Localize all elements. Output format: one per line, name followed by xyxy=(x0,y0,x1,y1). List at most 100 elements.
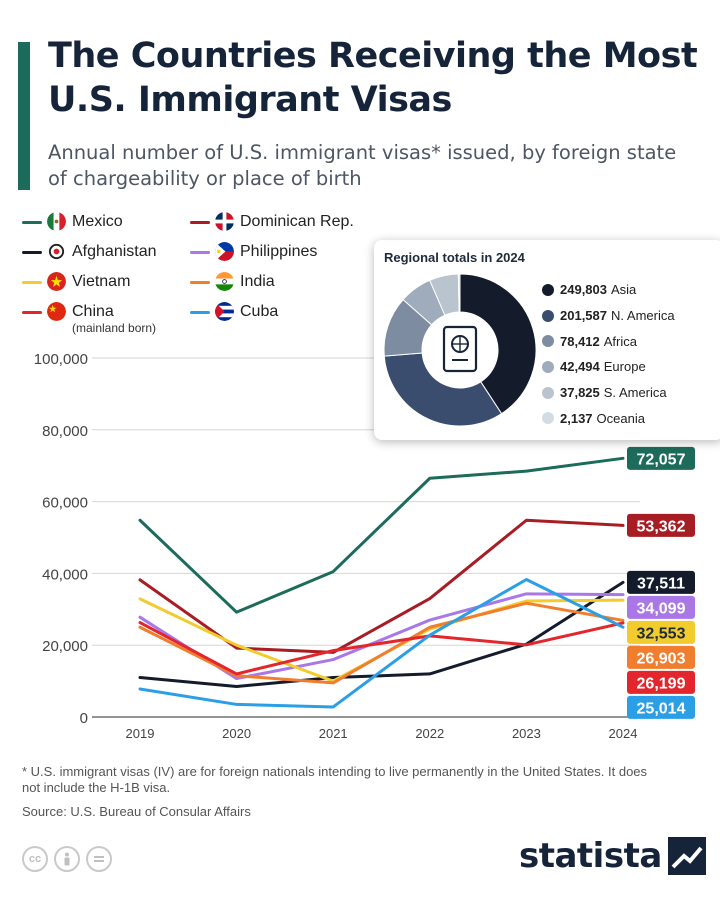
region-color-dot xyxy=(542,309,554,322)
legend-swatch xyxy=(190,251,210,254)
legend-label-text: Mexico xyxy=(72,213,123,230)
legend-swatch xyxy=(22,311,42,314)
legend-label: China (mainland born) xyxy=(72,302,156,335)
statista-logo-icon xyxy=(667,837,706,875)
legend-label: Cuba xyxy=(240,302,278,322)
series-line-china xyxy=(138,621,625,676)
region-value: 2,137 xyxy=(560,410,593,426)
legend-swatch xyxy=(190,311,210,314)
region-name: Africa xyxy=(603,333,637,349)
regional-totals-list: 249,803 Asia 201,587 N. America 78,412 Africa… xyxy=(542,277,675,431)
region-name: Asia xyxy=(611,282,637,298)
end-value-label: 37,511 xyxy=(627,570,695,594)
region-color-dot xyxy=(542,335,554,348)
region-color-dot xyxy=(542,283,554,296)
china-flag-icon xyxy=(47,302,66,321)
regional-total-item: 78,412 Africa xyxy=(542,328,675,354)
legend-swatch xyxy=(22,281,42,284)
title-accent-bar xyxy=(18,42,30,190)
page-title: The Countries Receiving the Most U.S. Im… xyxy=(48,36,698,120)
vietnam-flag-icon xyxy=(47,272,66,291)
legend-label-text: Dominican Rep. xyxy=(240,213,354,230)
license-icons: cc xyxy=(22,846,112,872)
end-value-text: 53,362 xyxy=(637,518,686,535)
x-tick-label: 2024 xyxy=(609,726,638,740)
regional-totals-panel: Regional totals in 2024 249,803 Asia 201,5… xyxy=(374,240,720,440)
legend-item-india: India xyxy=(190,272,275,292)
mexico-flag-icon xyxy=(47,212,66,231)
series-line-india xyxy=(138,601,625,685)
legend-item-vietnam: Vietnam xyxy=(22,272,130,292)
attribution-icon xyxy=(54,846,80,872)
end-value-badge xyxy=(627,645,695,669)
legend-swatch xyxy=(22,221,42,224)
region-name: Oceania xyxy=(596,410,645,426)
legend-label: Afghanistan xyxy=(72,242,157,262)
y-tick-label: 100,000 xyxy=(34,351,88,368)
y-tick-label: 0 xyxy=(80,710,88,727)
legend-swatch xyxy=(22,251,42,254)
cc-icon: cc xyxy=(22,846,48,872)
end-value-label: 32,553 xyxy=(627,620,695,644)
passport-icon xyxy=(424,314,496,386)
legend-label-text: India xyxy=(240,273,275,290)
cuba-flag-icon xyxy=(215,302,234,321)
regional-total-item: 42,494 Europe xyxy=(542,354,675,380)
brand-wordmark: statista xyxy=(519,836,662,876)
regional-donut-chart xyxy=(383,273,537,427)
regional-total-item: 37,825 S. America xyxy=(542,380,675,406)
statista-logo[interactable]: statista xyxy=(519,836,706,876)
donut-slice-oceania xyxy=(457,273,461,313)
regional-total-item: 2,137 Oceania xyxy=(542,405,675,431)
end-value-text: 72,057 xyxy=(637,451,686,468)
legend-label-text: Philippines xyxy=(240,243,318,260)
page-subtitle: Annual number of U.S. immigrant visas* i… xyxy=(48,141,677,190)
end-value-text: 32,553 xyxy=(637,625,686,642)
end-value-text: 25,014 xyxy=(637,700,686,717)
legend-label: Vietnam xyxy=(72,272,130,292)
y-tick-label: 80,000 xyxy=(42,423,88,440)
legend-item-mexico: Mexico xyxy=(22,212,123,232)
donut-slice-asia xyxy=(459,273,537,415)
end-value-badge xyxy=(627,570,695,594)
end-value-label: 72,057 xyxy=(627,446,695,470)
legend-label: Mexico xyxy=(72,212,123,232)
legend-item-philippines: Philippines xyxy=(190,242,317,262)
series-line-mexico xyxy=(138,456,625,614)
donut-slice-n-america xyxy=(383,352,503,427)
series-line-cuba xyxy=(138,578,625,709)
legend-item-china: China (mainland born) xyxy=(22,302,156,335)
x-tick-label: 2019 xyxy=(126,726,155,740)
end-value-label: 26,199 xyxy=(627,670,695,694)
end-value-text: 34,099 xyxy=(637,600,686,617)
end-value-badge xyxy=(627,620,695,644)
region-color-dot xyxy=(542,386,554,399)
region-value: 78,412 xyxy=(560,333,600,349)
region-name: S. America xyxy=(603,385,667,401)
series-line-afghanistan xyxy=(138,580,625,688)
end-value-label: 25,014 xyxy=(627,695,695,719)
philippines-flag-icon xyxy=(215,242,234,261)
legend-label-text: Vietnam xyxy=(72,273,131,290)
y-tick-label: 20,000 xyxy=(42,638,88,655)
legend-item-afghanistan: Afghanistan xyxy=(22,242,157,262)
end-value-badge xyxy=(627,513,695,537)
india-flag-icon xyxy=(215,272,234,291)
y-tick-label: 60,000 xyxy=(42,495,88,512)
legend-label: India xyxy=(240,272,275,292)
legend-item-cuba: Cuba xyxy=(190,302,278,322)
x-tick-label: 2021 xyxy=(319,726,348,740)
region-color-dot xyxy=(542,412,554,425)
legend-label-text: Cuba xyxy=(240,303,279,320)
end-value-text: 37,511 xyxy=(637,575,685,592)
region-value: 249,803 xyxy=(560,282,607,298)
region-color-dot xyxy=(542,360,554,373)
end-value-label: 34,099 xyxy=(627,595,695,619)
dominican-flag-icon xyxy=(215,212,234,231)
x-tick-label: 2020 xyxy=(222,726,251,740)
regional-total-item: 249,803 Asia xyxy=(542,277,675,303)
legend-label: Dominican Rep. xyxy=(240,212,354,232)
region-name: Europe xyxy=(603,359,646,375)
end-value-badge xyxy=(627,695,695,719)
region-value: 37,825 xyxy=(560,385,600,401)
